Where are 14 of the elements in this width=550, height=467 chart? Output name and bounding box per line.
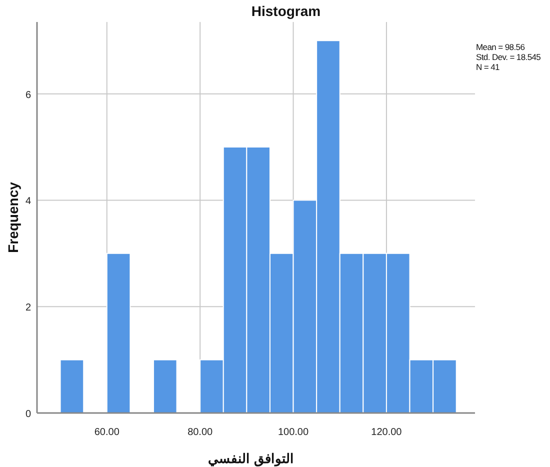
y-axis-title: Frequency bbox=[5, 182, 21, 253]
y-tick-label: 4 bbox=[25, 196, 32, 208]
y-tick-label: 6 bbox=[25, 90, 32, 101]
x-tick-label: 60.00 bbox=[94, 427, 120, 438]
text: Std. Dev. = 18.545 bbox=[476, 52, 542, 62]
y-tick-label: 0 bbox=[25, 409, 32, 420]
y-tick-label: 2 bbox=[25, 302, 32, 314]
x-tick-label: 120.00 bbox=[371, 427, 402, 438]
chart-title: Histogram bbox=[251, 3, 321, 19]
x-axis-title: التوافق النفسي bbox=[208, 451, 294, 467]
x-tick-label: 80.00 bbox=[188, 427, 214, 438]
text: Mean = 98.56 bbox=[476, 42, 526, 52]
x-tick-label: 100.00 bbox=[278, 427, 310, 438]
text: N = 41 bbox=[476, 62, 500, 72]
